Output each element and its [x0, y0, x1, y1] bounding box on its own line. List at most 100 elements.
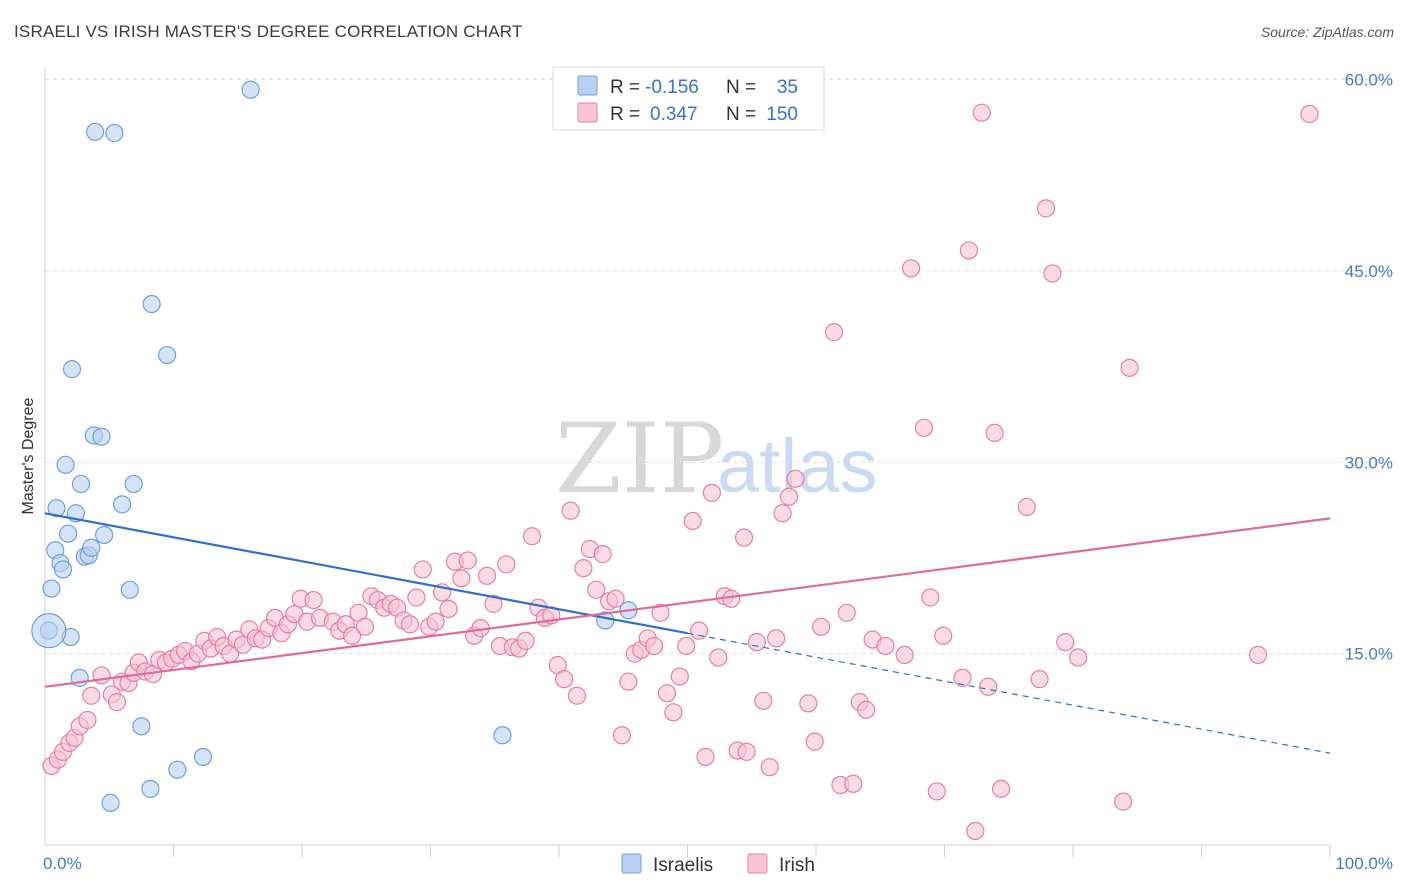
israelis-point-23 [120, 580, 139, 599]
israelis-point-27 [142, 294, 161, 314]
irish-point-7 [82, 686, 101, 705]
israelis-point-6 [56, 455, 75, 474]
irish-point-85 [593, 545, 612, 564]
irish-point-145 [1069, 648, 1088, 667]
series-israelis-points [31, 80, 638, 812]
israelis-point-22 [112, 495, 132, 514]
irish-point-137 [979, 677, 998, 696]
irish-point-114 [779, 487, 799, 506]
legend-swatch-irish [577, 102, 598, 123]
irish-point-80 [561, 501, 580, 520]
irish-point-135 [966, 821, 985, 841]
irish-point-126 [876, 636, 895, 656]
watermark: ZIP atlas [555, 403, 878, 515]
israelis-point-32 [493, 726, 512, 745]
irish-point-115 [786, 469, 805, 488]
irish-point-79 [555, 670, 574, 689]
irish-point-119 [824, 323, 844, 342]
irish-point-134 [959, 241, 979, 260]
chart-title: ISRAELI VS IRISH MASTER'S DEGREE CORRELA… [14, 22, 523, 41]
irish-point-110 [754, 691, 773, 710]
bottom-legend-swatch-israelis [621, 853, 642, 874]
israelis-point-19 [95, 525, 114, 545]
irish-point-136 [972, 103, 991, 122]
legend-n-value-israelis: 35 [777, 77, 798, 98]
irish-point-48 [355, 617, 375, 636]
irish-point-63 [452, 569, 471, 588]
irish-point-55 [400, 615, 420, 634]
irish-point-46 [343, 626, 362, 645]
irish-point-105 [722, 589, 741, 608]
irish-point-132 [934, 626, 953, 645]
israelis-point-3 [47, 499, 66, 518]
irish-point-107 [734, 528, 754, 547]
y-tick-label-2: 45.0% [1345, 262, 1393, 281]
irish-point-84 [587, 580, 606, 599]
israelis-point-30 [193, 747, 213, 767]
irish-point-97 [670, 667, 689, 686]
trend-line-irish [44, 517, 1331, 688]
israelis-point-17 [86, 122, 105, 141]
israelis-point-1 [42, 579, 61, 598]
irish-point-95 [657, 684, 677, 703]
irish-point-108 [737, 742, 756, 761]
irish-point-57 [413, 560, 432, 579]
legend-n-label-israelis: N = [726, 77, 756, 98]
grid-lines [45, 79, 1392, 655]
irish-point-87 [606, 589, 625, 608]
israelis-point-15 [82, 538, 101, 557]
irish-point-130 [921, 588, 940, 607]
irish-point-56 [407, 588, 426, 607]
irish-point-149 [1300, 104, 1319, 124]
israelis-point-9 [62, 360, 82, 379]
israelis-point-18 [92, 427, 111, 446]
irish-point-109 [747, 633, 766, 652]
israelis-point-29 [168, 760, 187, 779]
israelis-point-20 [101, 793, 120, 812]
irish-point-122 [844, 774, 863, 793]
israelis-point-large [31, 613, 67, 649]
israelis-point-26 [141, 779, 160, 798]
irish-point-117 [805, 732, 824, 751]
irish-point-144 [1056, 633, 1075, 652]
irish-point-96 [664, 703, 683, 722]
y-axis-label: Master's Degree [20, 397, 37, 514]
israelis-point-21 [105, 123, 124, 143]
irish-point-68 [484, 594, 503, 613]
bottom-legend-swatch-irish [747, 853, 768, 874]
irish-point-88 [612, 726, 632, 745]
irish-point-67 [477, 566, 497, 585]
israelis-point-7 [59, 524, 78, 543]
tick-labels: 15.0% 30.0% 45.0% 60.0% 0.0% 100.0% [43, 71, 1393, 874]
irish-point-100 [689, 621, 709, 640]
irish-point-94 [651, 603, 670, 622]
israelis-point-28 [157, 345, 177, 365]
irish-point-118 [812, 617, 831, 636]
bottom-legend-label-israelis: Israelis [653, 855, 713, 876]
irish-point-70 [497, 555, 516, 574]
irish-point-93 [644, 636, 664, 656]
irish-point-131 [927, 782, 946, 801]
irish-point-81 [567, 686, 587, 705]
x-tick-marks [173, 845, 1331, 857]
israelis-point-5 [53, 560, 73, 579]
x-tick-label-1: 100.0% [1335, 854, 1393, 873]
legend: R = -0.156 N = 35 R = 0.347 N = 150 [552, 66, 825, 131]
irish-point-111 [760, 758, 779, 777]
irish-point-127 [895, 645, 914, 665]
irish-point-146 [1120, 358, 1139, 377]
irish-point-147 [1114, 792, 1133, 811]
irish-point-101 [696, 747, 715, 767]
irish-point-116 [799, 694, 818, 713]
irish-point-128 [901, 259, 921, 278]
irish-point-138 [985, 423, 1004, 443]
legend-r-label-irish: R = [610, 104, 640, 125]
y-tick-label-3: 60.0% [1345, 71, 1393, 90]
bottom-legend-label-irish: Irish [779, 855, 815, 876]
irish-point-98 [677, 636, 696, 656]
irish-point-10 [107, 693, 127, 712]
trend-line-israelis [44, 512, 688, 635]
bottom-legend: Israelis Irish [621, 853, 815, 876]
legend-r-value-irish: 0.347 [650, 104, 698, 125]
irish-point-140 [1017, 497, 1036, 517]
